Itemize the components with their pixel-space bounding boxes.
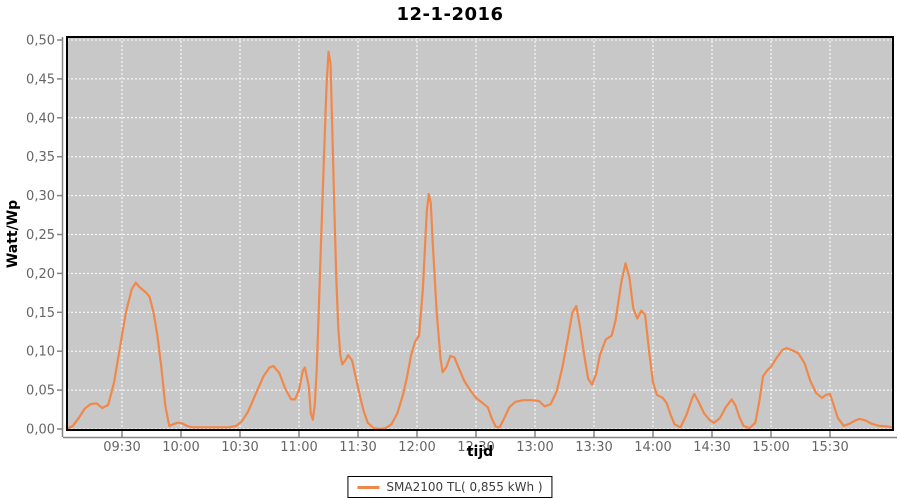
x-tick-label: 12:00: [398, 440, 435, 455]
y-tick-label: 0,25: [26, 228, 55, 243]
x-tick-label: 11:00: [280, 440, 317, 455]
x-tick-label: 14:30: [693, 440, 730, 455]
plot-border: [66, 36, 894, 431]
x-tick-label: 11:30: [339, 440, 376, 455]
y-tick-label: 0,50: [26, 34, 55, 49]
x-tick-label: 14:00: [634, 440, 671, 455]
y-axis-title: Watt/Wp: [5, 199, 22, 268]
y-tick-label: 0,10: [26, 345, 55, 360]
x-tick-label: 10:00: [162, 440, 199, 455]
x-tick-label: 15:00: [752, 440, 789, 455]
x-tick-label: 15:30: [811, 440, 848, 455]
y-tick-label: 0,30: [26, 189, 55, 204]
y-tick-label: 0,15: [26, 306, 55, 321]
y-tick-label: 0,35: [26, 150, 55, 165]
chart-title: 12-1-2016: [396, 4, 504, 25]
y-tick-label: 0,00: [26, 423, 55, 438]
y-axis-title-wrap: Watt/Wp: [0, 37, 26, 430]
legend: SMA2100 TL( 0,855 kWh ): [347, 476, 553, 498]
plot-area: [67, 37, 893, 430]
y-tick-label: 0,05: [26, 384, 55, 399]
y-tick-label: 0,45: [26, 72, 55, 87]
x-tick-label: 10:30: [221, 440, 258, 455]
legend-series-label: SMA2100 TL( 0,855 kWh ): [386, 480, 543, 494]
x-tick-label: 12:30: [457, 440, 494, 455]
y-tick-label: 0,20: [26, 267, 55, 282]
legend-series-swatch: [357, 485, 380, 489]
x-tick-label: 13:30: [575, 440, 612, 455]
x-axis-title: tijd: [466, 444, 494, 460]
series-line: [65, 50, 894, 431]
x-tick-label: 13:00: [516, 440, 553, 455]
y-tick-label: 0,40: [26, 111, 55, 126]
x-tick-label: 09:30: [103, 440, 140, 455]
